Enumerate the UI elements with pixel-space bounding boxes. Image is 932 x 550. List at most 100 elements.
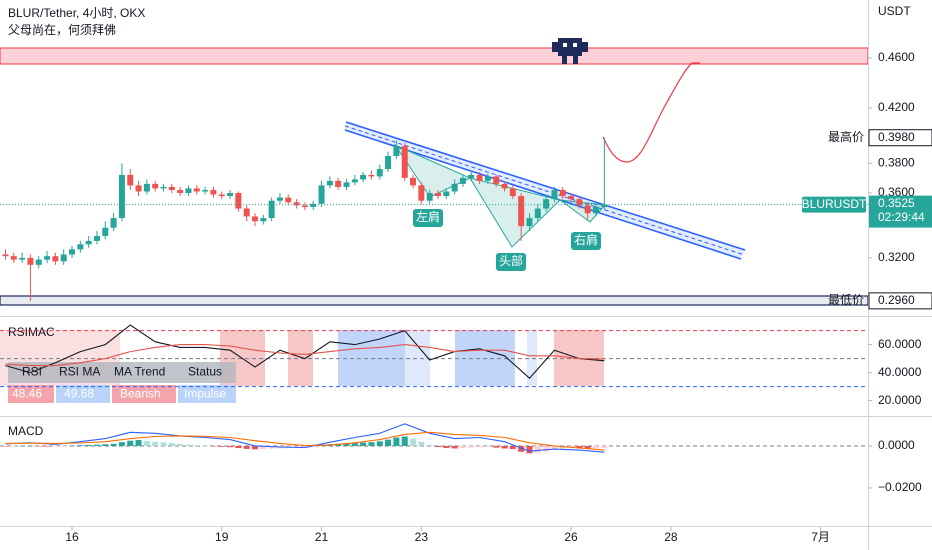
price-tag bbox=[868, 292, 932, 310]
candle-body bbox=[376, 169, 383, 177]
histogram-bar bbox=[318, 445, 325, 447]
candle-body bbox=[293, 202, 300, 206]
candle-body bbox=[434, 193, 441, 197]
macd-line bbox=[5, 423, 605, 453]
candle-body bbox=[368, 174, 375, 177]
candle-body bbox=[235, 193, 242, 209]
histogram-bar bbox=[501, 445, 508, 449]
status-table: RSI RSI MA MA Trend Status 48.46 49.68 B… bbox=[8, 362, 236, 403]
candle-body bbox=[268, 200, 275, 219]
histogram-bar bbox=[484, 445, 491, 447]
candle-body bbox=[35, 259, 42, 265]
histogram-bar bbox=[118, 442, 125, 446]
histogram-bar bbox=[93, 444, 100, 446]
annotation-box bbox=[571, 232, 601, 250]
candle-body bbox=[543, 199, 550, 209]
support-zone bbox=[0, 295, 869, 306]
candle-body bbox=[385, 156, 392, 170]
candle-body bbox=[227, 193, 234, 197]
candle-body bbox=[318, 185, 325, 204]
annotation: 头部 bbox=[499, 253, 523, 268]
histogram-bar bbox=[593, 445, 600, 449]
chart-title: BLUR/Tether, 4小时, OKX bbox=[8, 6, 145, 20]
rsi-line bbox=[5, 344, 605, 367]
y-tick-label: 0.4200 bbox=[878, 100, 915, 114]
histogram-bar bbox=[152, 441, 159, 446]
candle-body bbox=[127, 174, 134, 186]
histogram-bar bbox=[143, 440, 150, 446]
candle-body bbox=[102, 227, 109, 236]
candle-body bbox=[143, 183, 150, 192]
candle-body bbox=[193, 188, 200, 192]
y-tick-label: 0.3200 bbox=[878, 250, 915, 264]
table-cell-bg bbox=[178, 385, 236, 403]
candle-body bbox=[493, 176, 500, 184]
candle-body bbox=[418, 185, 425, 201]
candle-body bbox=[593, 206, 600, 214]
candle-body bbox=[451, 183, 458, 192]
candle-body bbox=[110, 218, 117, 228]
price-tag bbox=[868, 129, 932, 147]
histogram-bar bbox=[534, 445, 541, 453]
y-tick-label: 0.0000 bbox=[878, 438, 915, 452]
histogram-bar bbox=[110, 443, 117, 446]
table-value: Impulse bbox=[184, 387, 226, 401]
histogram-bar bbox=[293, 445, 300, 448]
histogram-bar bbox=[518, 445, 525, 452]
candle-body bbox=[351, 179, 358, 183]
x-tick-label: 19 bbox=[215, 530, 229, 544]
histogram-bar bbox=[401, 436, 408, 446]
x-tick-label: 21 bbox=[315, 530, 329, 544]
candle-body bbox=[85, 240, 92, 245]
annotation-box bbox=[496, 253, 526, 271]
candle-body bbox=[10, 256, 17, 260]
table-value: Bearish bbox=[120, 387, 161, 401]
candle-body bbox=[393, 146, 400, 157]
histogram-bar bbox=[168, 443, 175, 446]
y-tick-label: 0.4600 bbox=[878, 50, 915, 64]
candle-body bbox=[459, 177, 466, 184]
price-tag-label: 0.3980 bbox=[878, 130, 915, 144]
histogram-bar bbox=[135, 440, 142, 446]
y-tick-label: 40.0000 bbox=[878, 365, 922, 379]
candle-body bbox=[410, 177, 417, 186]
unit-label: USDT bbox=[878, 4, 911, 18]
y-tick-label: 20.0000 bbox=[878, 393, 922, 407]
histogram-bar bbox=[434, 445, 441, 447]
pane-title: RSIMAC bbox=[8, 325, 55, 339]
candle-body bbox=[168, 186, 175, 190]
candle-body bbox=[401, 146, 408, 178]
table-value: 49.68 bbox=[64, 387, 94, 401]
candle-body bbox=[326, 180, 333, 186]
annotation: 左肩 bbox=[416, 209, 440, 224]
pattern bbox=[558, 199, 607, 223]
y-tick-label: −0.0200 bbox=[878, 480, 922, 494]
histogram-bar bbox=[393, 437, 400, 446]
channel-line bbox=[345, 121, 746, 251]
x-tick-label: 16 bbox=[65, 530, 79, 544]
x-tick-label: 28 bbox=[664, 530, 678, 544]
candle-body bbox=[360, 174, 367, 180]
histogram-bar bbox=[335, 443, 342, 446]
icon bbox=[552, 38, 588, 64]
histogram-bar bbox=[235, 445, 242, 449]
histogram-bar bbox=[459, 445, 466, 449]
candle-body bbox=[185, 188, 192, 194]
histogram-bar bbox=[584, 445, 591, 449]
histogram-bar bbox=[376, 441, 383, 446]
histogram-bar bbox=[252, 445, 259, 450]
histogram-bar bbox=[360, 442, 367, 446]
x-tick-label: 23 bbox=[415, 530, 429, 544]
candle-body bbox=[2, 254, 9, 257]
histogram-bar bbox=[69, 445, 76, 447]
histogram-bar bbox=[351, 443, 358, 446]
countdown-label: 02:29:44 bbox=[878, 210, 925, 224]
candle-body bbox=[534, 208, 541, 219]
table-cell-bg bbox=[112, 385, 176, 403]
histogram-bar bbox=[410, 438, 417, 446]
candle-body bbox=[77, 244, 84, 250]
candle-body bbox=[568, 196, 575, 200]
candle-body bbox=[476, 174, 483, 181]
